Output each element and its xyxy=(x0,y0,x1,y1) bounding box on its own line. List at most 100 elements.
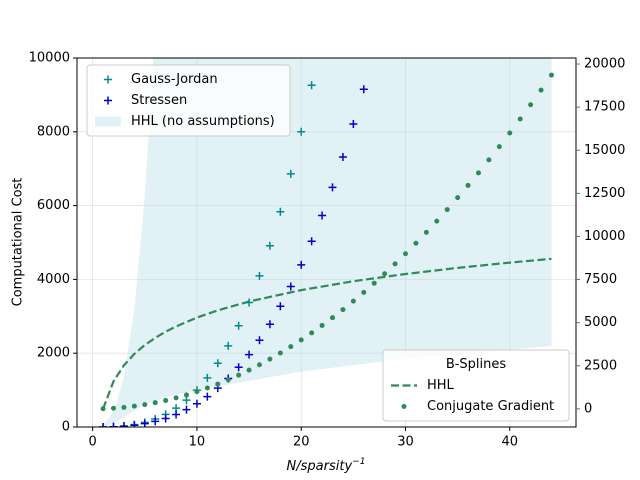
legend-label: HHL (no assumptions) xyxy=(131,114,275,129)
plus-marker xyxy=(349,120,358,129)
plus-marker xyxy=(172,410,181,419)
plus-marker xyxy=(307,81,316,90)
plus-marker xyxy=(255,271,264,280)
legend-swatch xyxy=(104,75,112,84)
plus-marker xyxy=(203,373,212,382)
plus-marker xyxy=(276,207,285,216)
dot-marker xyxy=(204,385,210,391)
dot-marker xyxy=(350,298,356,304)
dot-marker xyxy=(528,102,534,108)
plus-marker xyxy=(161,414,170,423)
x-tick-label: 40 xyxy=(502,435,519,450)
dot-marker xyxy=(319,322,325,328)
dot-marker xyxy=(496,144,502,150)
dot-marker xyxy=(392,261,398,267)
dot-marker xyxy=(267,356,273,362)
y-tick-label: 8000 xyxy=(37,124,70,139)
y-tick-label: 0 xyxy=(62,420,70,435)
dot-marker xyxy=(455,195,461,201)
dot-marker xyxy=(444,207,450,213)
dot-marker xyxy=(402,251,408,257)
plus-marker xyxy=(297,127,306,136)
plus-marker xyxy=(255,336,264,345)
plus-marker xyxy=(151,417,160,426)
dot-marker xyxy=(236,372,242,378)
x-tick-label: 10 xyxy=(189,435,206,450)
plus-marker xyxy=(286,282,295,291)
legend-swatch xyxy=(104,96,112,105)
dot-marker xyxy=(256,362,262,368)
plus-marker xyxy=(276,302,285,311)
dot-marker xyxy=(131,403,137,409)
dot-marker xyxy=(110,405,116,411)
plus-marker xyxy=(286,169,295,178)
plus-marker xyxy=(182,396,191,405)
dot-marker xyxy=(507,130,513,136)
dot-marker xyxy=(329,315,335,321)
legend-label: Stressen xyxy=(131,93,187,108)
dot-marker xyxy=(121,404,127,410)
dot-marker xyxy=(465,182,471,188)
plus-marker xyxy=(224,341,233,350)
dot-marker xyxy=(225,377,231,383)
legend-label: Gauss-Jordan xyxy=(131,72,218,87)
dot-marker xyxy=(517,116,523,122)
y2-tick-label: 7500 xyxy=(584,272,617,287)
plus-marker xyxy=(245,298,254,307)
dot-marker xyxy=(538,87,544,93)
dot-marker xyxy=(194,389,200,395)
dot-marker xyxy=(142,402,148,408)
plus-marker xyxy=(265,320,274,329)
y2-tick-label: 15000 xyxy=(584,143,625,158)
plus-marker xyxy=(234,321,243,330)
legend-box xyxy=(382,349,570,422)
x-tick-label: 30 xyxy=(397,435,414,450)
plus-marker xyxy=(338,153,347,162)
y-axis-label: Computational Cost xyxy=(11,178,26,307)
y-tick-label: 10000 xyxy=(29,51,70,66)
plus-marker xyxy=(245,350,254,359)
band-area xyxy=(103,58,552,427)
legend-swatch xyxy=(95,116,121,127)
y-tick-label: 6000 xyxy=(37,198,70,213)
dot-marker xyxy=(100,406,106,412)
plus-marker xyxy=(182,405,191,414)
dot-marker xyxy=(173,395,179,401)
plus-marker xyxy=(192,399,201,408)
line xyxy=(102,257,552,410)
y2-tick-label: 12500 xyxy=(584,186,625,201)
dot-marker xyxy=(382,271,388,277)
dot-marker xyxy=(548,72,554,78)
y2-tick-label: 20000 xyxy=(584,57,625,72)
plus-marker xyxy=(234,363,243,372)
dot-marker xyxy=(475,170,481,176)
plus-marker xyxy=(297,260,306,269)
plus-marker xyxy=(213,359,222,368)
legend-title: B-Splines xyxy=(446,357,507,372)
x-axis-label-main: N/sparsity xyxy=(287,459,353,474)
plus-marker xyxy=(307,237,316,246)
y-tick-label: 4000 xyxy=(37,272,70,287)
plus-marker xyxy=(359,85,368,94)
plus-marker xyxy=(203,392,212,401)
x-axis-label-superscript: −1 xyxy=(352,457,365,467)
y-tick-label: 2000 xyxy=(37,346,70,361)
plus-marker xyxy=(265,241,274,250)
dot-marker xyxy=(371,280,377,286)
dot-marker xyxy=(152,400,158,406)
legend-box xyxy=(86,64,291,137)
x-axis-label: N/sparsity−1 xyxy=(287,457,366,474)
dot-marker xyxy=(246,367,252,373)
y2-tick-label: 10000 xyxy=(584,229,625,244)
dot-marker xyxy=(163,397,169,403)
plus-marker xyxy=(119,422,128,427)
dot-marker xyxy=(277,350,283,356)
legend-label: HHL xyxy=(427,378,455,393)
x-tick-label: 20 xyxy=(293,435,310,450)
dot-marker xyxy=(288,344,294,350)
dot-marker xyxy=(309,330,315,336)
plus-marker xyxy=(130,421,139,427)
plot-frame xyxy=(76,57,577,428)
dot-marker xyxy=(340,307,346,313)
